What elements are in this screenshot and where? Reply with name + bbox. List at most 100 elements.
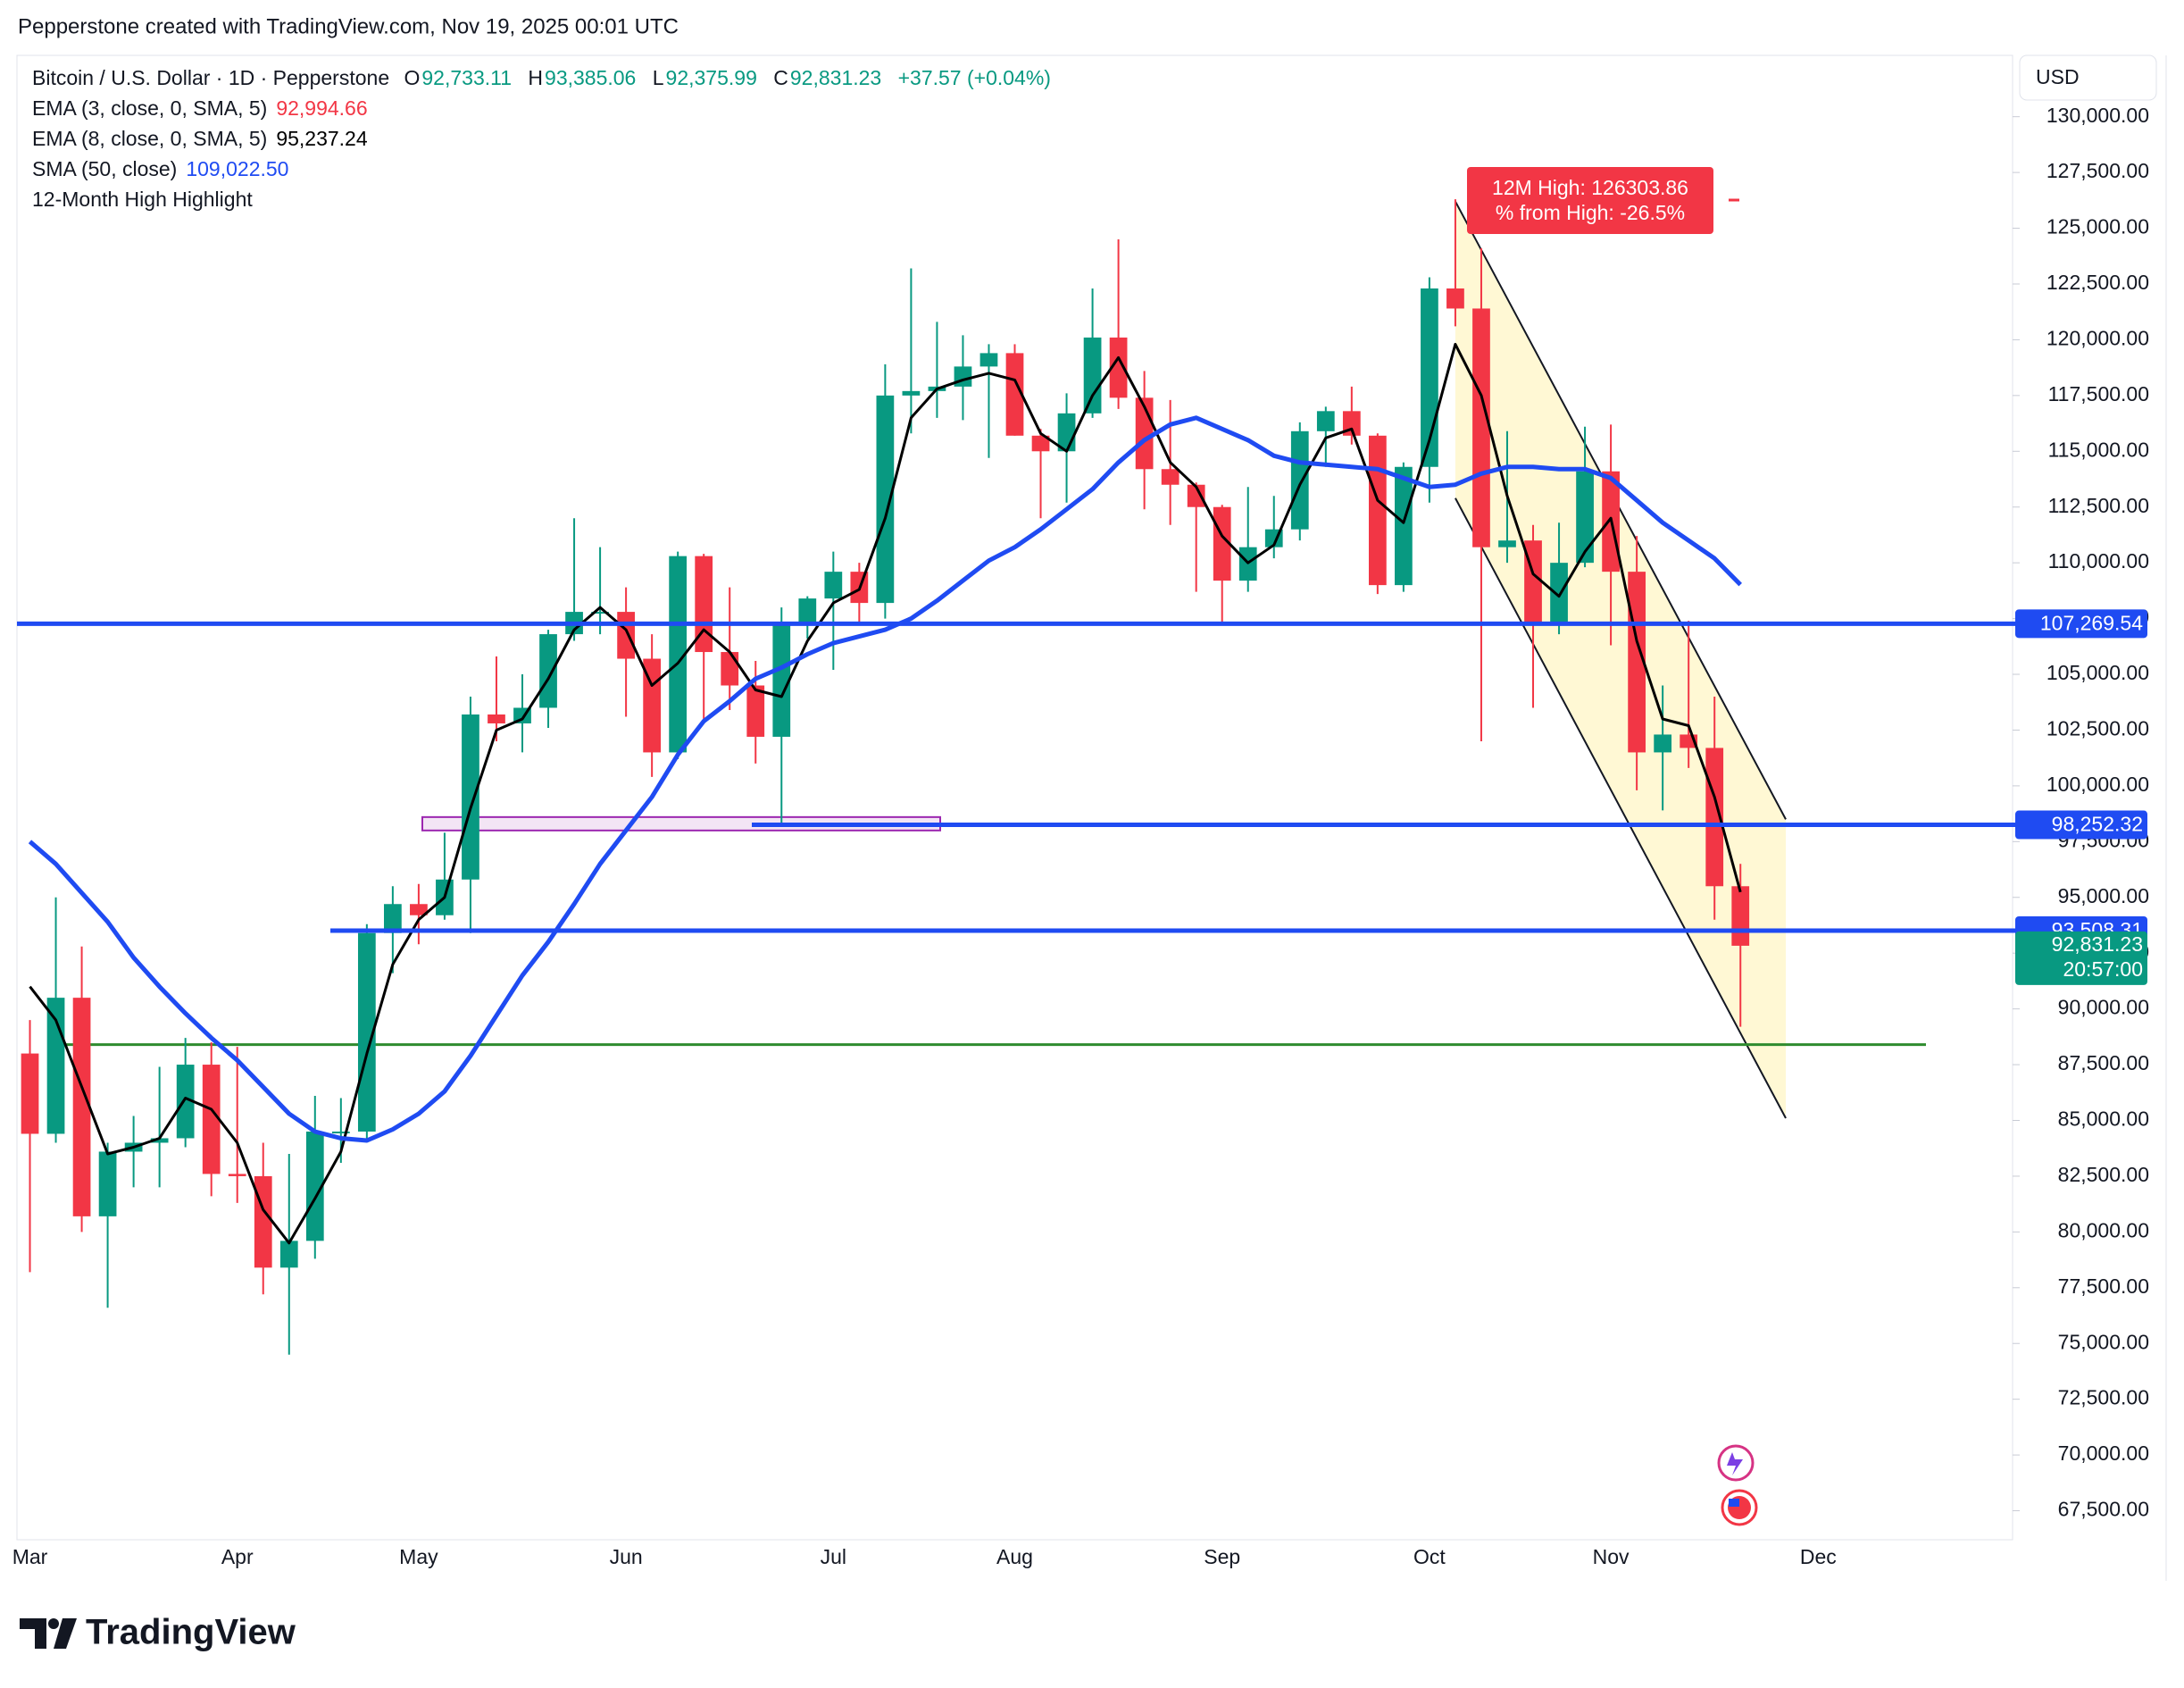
candle-body <box>21 1053 39 1134</box>
candle-body <box>1187 484 1205 507</box>
candle-body <box>1498 540 1516 547</box>
symbol[interactable]: Bitcoin / U.S. Dollar · 1D · Pepperstone <box>32 66 390 89</box>
candle-body <box>72 998 91 1216</box>
y-tick-label: 127,500.00 <box>2046 159 2149 182</box>
ohlc-key: O <box>404 66 421 89</box>
indicator-line <box>29 342 1742 1245</box>
x-tick-label: Nov <box>1593 1545 1630 1568</box>
indicator-legend: EMA (3, close, 0, SMA, 5) 92,994.66 EMA (8… <box>32 93 1062 214</box>
candle-body <box>1005 353 1024 436</box>
ohlc-key: H <box>528 66 544 89</box>
candle-body <box>591 612 609 614</box>
y-tick-label: 122,500.00 <box>2046 271 2149 294</box>
candle-body <box>384 904 402 933</box>
candle-body <box>254 1175 272 1268</box>
ohlc-value: 92,375.99 <box>665 66 757 89</box>
x-tick-label: Jun <box>610 1545 643 1568</box>
candle-body <box>98 1151 117 1216</box>
annotation: 12M High: 126303.86 <box>1492 176 1688 199</box>
candle-body <box>721 652 739 686</box>
ohlc-key: C <box>773 66 788 89</box>
indicator-name[interactable]: EMA (3, close, 0, SMA, 5) <box>32 96 268 120</box>
x-tick-label: May <box>399 1545 438 1568</box>
ohlc-key: L <box>652 66 664 89</box>
candle-body <box>669 556 688 753</box>
channel-fill <box>1455 201 1787 1118</box>
candle-body <box>1031 435 1050 452</box>
candle-body <box>1654 734 1672 753</box>
x-tick-label: Sep <box>1204 1545 1240 1568</box>
change: +37.57 (+0.04%) <box>897 66 1051 89</box>
legend-row: 12-Month High Highlight <box>32 184 1062 214</box>
y-tick-label: 75,000.00 <box>2058 1330 2149 1353</box>
candle-body <box>1472 308 1490 547</box>
candle-body <box>1446 288 1464 309</box>
candle-body <box>279 1241 298 1268</box>
y-tick-label: 82,500.00 <box>2058 1163 2149 1186</box>
logo-mark <box>48 1618 59 1629</box>
channel-line <box>1455 497 1787 1119</box>
candle-body <box>746 685 765 737</box>
annotation-box <box>1467 167 1713 234</box>
candle-body <box>357 932 376 1132</box>
candle-body <box>1083 337 1102 414</box>
y-tick-label: 72,500.00 <box>2058 1386 2149 1409</box>
y-tick-label: 105,000.00 <box>2046 661 2149 684</box>
legend-row: EMA (3, close, 0, SMA, 5) 92,994.66 <box>32 93 1062 123</box>
candle-body <box>979 353 998 367</box>
y-tick-label: 70,000.00 <box>2058 1441 2149 1465</box>
indicator-value: 109,022.50 <box>186 157 289 180</box>
ohlc-value: 92,831.23 <box>789 66 882 89</box>
indicator-name[interactable]: SMA (50, close) <box>32 157 178 180</box>
logo-mark <box>54 1618 77 1649</box>
level-label: 107,269.54 <box>2040 611 2143 634</box>
y-tick-label: 130,000.00 <box>2046 104 2149 127</box>
y-tick-label: 120,000.00 <box>2046 326 2149 349</box>
candle-body <box>954 366 972 387</box>
brand-logo: TradingView <box>20 1613 296 1652</box>
candle-body <box>410 904 428 915</box>
y-tick-label: 115,000.00 <box>2048 438 2149 461</box>
candle-body <box>150 1138 169 1143</box>
ohlc-value: 93,385.06 <box>545 66 637 89</box>
candle-body <box>772 623 791 737</box>
indicator-name[interactable]: EMA (8, close, 0, SMA, 5) <box>32 127 268 150</box>
candle-body <box>305 1131 324 1241</box>
x-tick-label: Oct <box>1413 1545 1446 1568</box>
candle-body <box>1368 435 1387 586</box>
candle-body <box>1161 469 1180 485</box>
plot <box>21 199 1926 1355</box>
currency-box[interactable] <box>2019 54 2157 101</box>
indicator-value: 92,994.66 <box>276 96 368 120</box>
event-icon-glyph <box>1727 1452 1743 1475</box>
candle-body <box>1576 471 1594 564</box>
event-icon-glyph <box>1729 1499 1739 1507</box>
y-tick-label: 77,500.00 <box>2058 1274 2149 1298</box>
y-tick-label: 67,500.00 <box>2058 1498 2149 1521</box>
countdown: 20:57:00 <box>2063 957 2143 981</box>
candle-body <box>876 395 895 604</box>
level-badge <box>2015 609 2147 639</box>
brand: TradingView <box>86 1613 296 1652</box>
candle-body <box>1316 411 1335 431</box>
y-tick-label: 102,500.00 <box>2046 717 2149 740</box>
candle-body <box>695 556 713 653</box>
candle-body <box>824 572 843 599</box>
candle-body <box>331 1131 350 1133</box>
legend: Bitcoin / U.S. Dollar · 1D · Pepperstone… <box>32 63 1062 214</box>
y-tick-label: 117,500.00 <box>2048 382 2149 405</box>
candle-body <box>462 714 479 880</box>
indicator-name[interactable]: 12-Month High Highlight <box>32 188 253 211</box>
event-icons <box>1717 1444 1758 1526</box>
legend-row: SMA (50, close) 109,022.50 <box>32 154 1062 184</box>
candle-body <box>1395 466 1413 586</box>
y-tick-label: 100,000.00 <box>2046 773 2149 796</box>
indicator-value: 95,237.24 <box>276 127 368 150</box>
candle-body <box>202 1065 221 1174</box>
candle-body <box>1109 337 1128 398</box>
candle-body <box>228 1174 246 1176</box>
x-tick-label: Aug <box>996 1545 1033 1568</box>
candle-body <box>488 714 505 723</box>
level-badge <box>2015 810 2147 840</box>
